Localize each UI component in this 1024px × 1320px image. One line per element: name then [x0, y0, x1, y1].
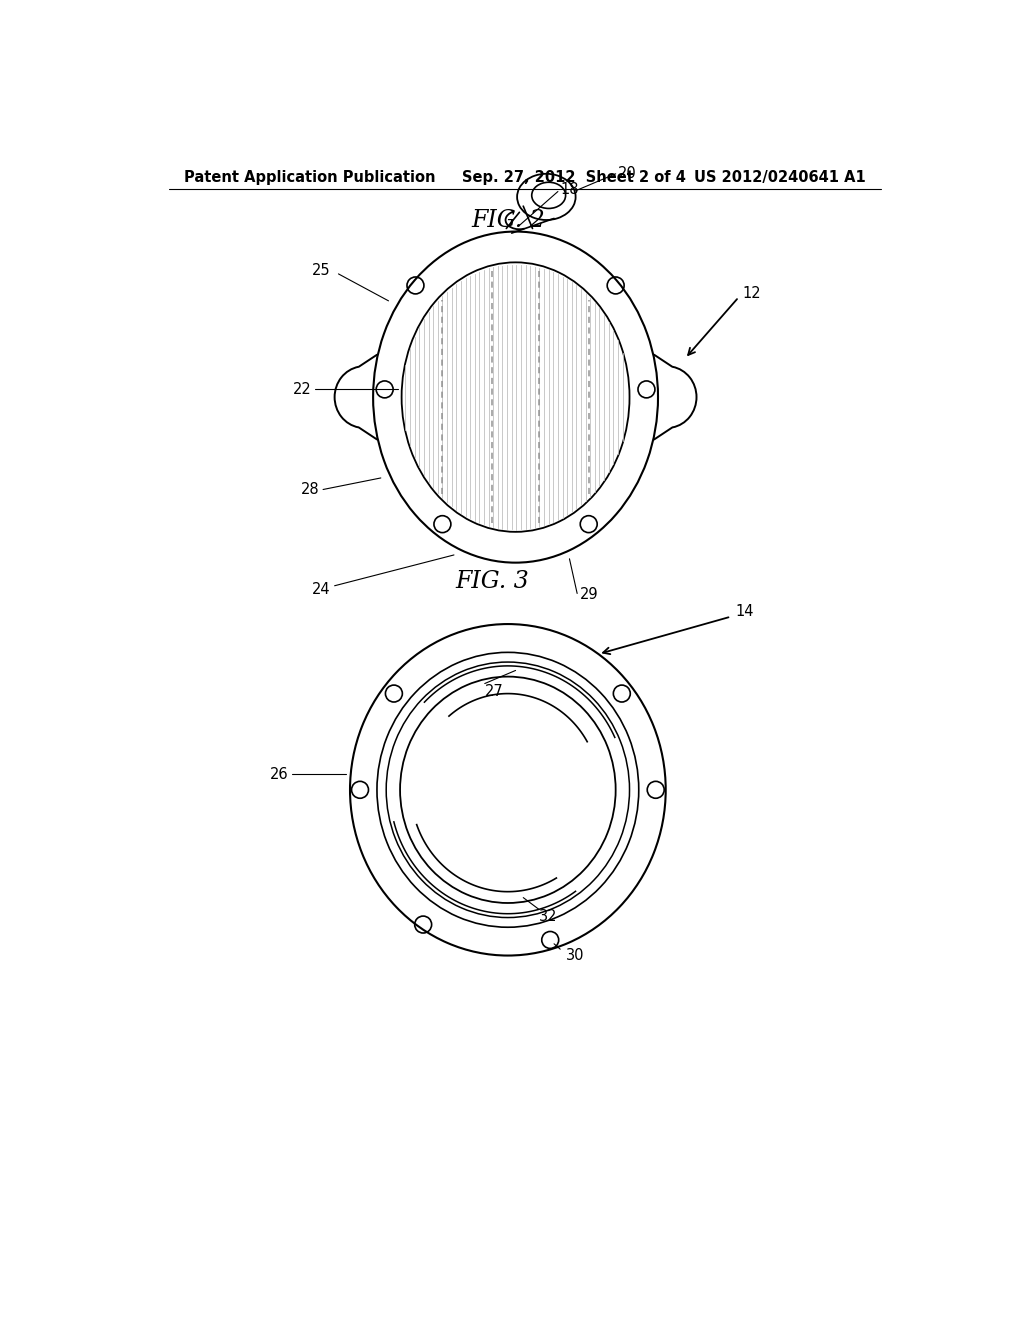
Text: 28: 28: [301, 482, 319, 498]
Text: 30: 30: [565, 948, 584, 962]
Text: 29: 29: [580, 587, 598, 602]
Text: Sep. 27, 2012  Sheet 2 of 4: Sep. 27, 2012 Sheet 2 of 4: [462, 170, 685, 185]
Text: Patent Application Publication: Patent Application Publication: [184, 170, 436, 185]
Text: 12: 12: [742, 285, 761, 301]
Text: FIG. 2: FIG. 2: [471, 209, 545, 231]
Text: 22: 22: [293, 381, 311, 397]
Text: FIG. 3: FIG. 3: [456, 570, 529, 594]
Text: 25: 25: [312, 263, 331, 277]
Text: US 2012/0240641 A1: US 2012/0240641 A1: [694, 170, 866, 185]
Text: 14: 14: [735, 603, 754, 619]
Text: 18: 18: [560, 182, 579, 197]
Text: 27: 27: [484, 684, 504, 698]
Text: 32: 32: [539, 909, 557, 924]
Text: 20: 20: [617, 166, 637, 181]
Text: 26: 26: [269, 767, 289, 781]
Text: 24: 24: [312, 582, 331, 597]
